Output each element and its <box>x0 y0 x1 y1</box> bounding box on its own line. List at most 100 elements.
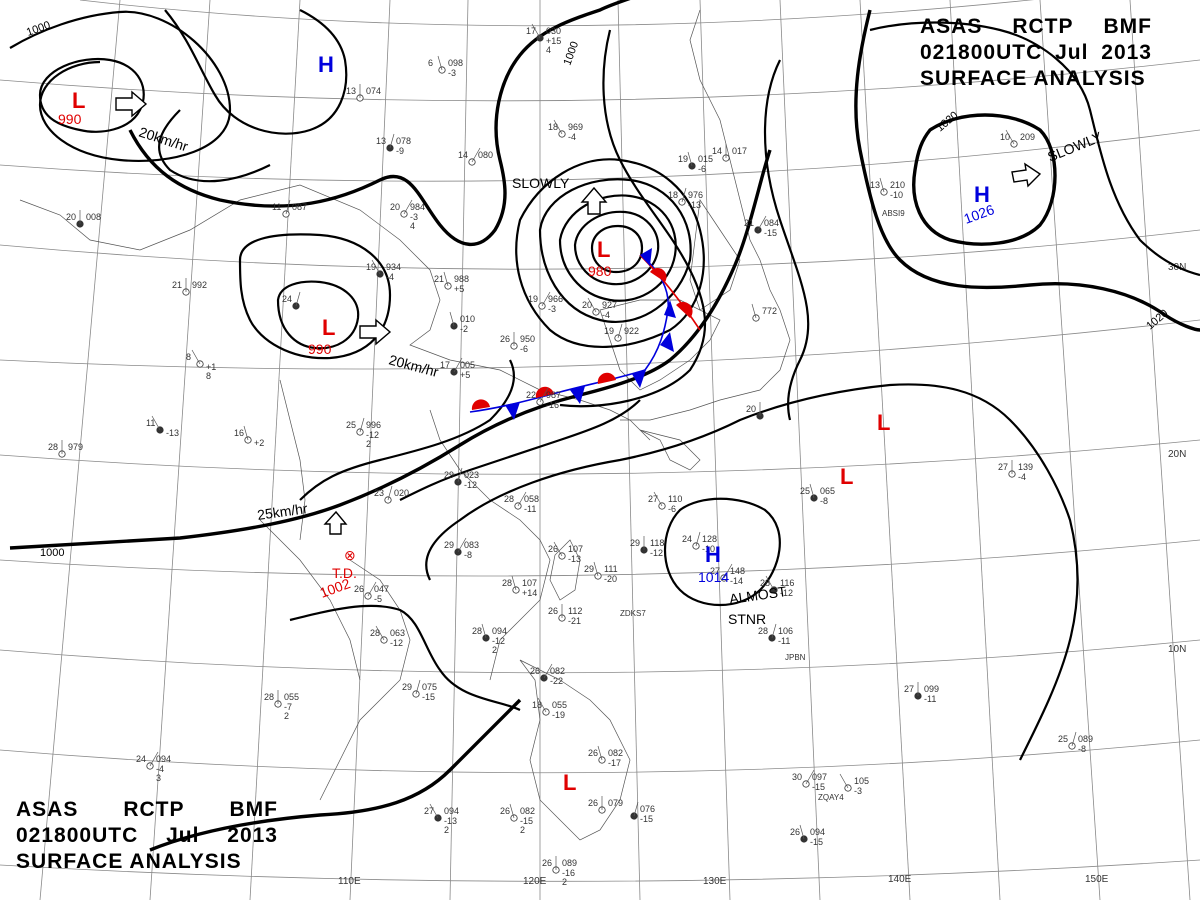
station-plot: 772 <box>751 303 777 322</box>
month-label: Jul <box>1055 41 1089 64</box>
agency-label: ASAS <box>16 798 79 821</box>
station-value: 3 <box>156 773 161 783</box>
station-value: -3 <box>410 212 418 222</box>
station-plot: 20 984-34 <box>390 199 425 231</box>
high-pressure-south: 1014 <box>698 569 729 585</box>
station-value: 209 <box>1020 132 1035 142</box>
station-value: 079 <box>608 798 623 808</box>
station-value: 055 <box>284 692 299 702</box>
station-value: 094 <box>492 626 507 636</box>
station-value: 772 <box>762 306 777 316</box>
wind-barb <box>151 415 161 431</box>
station-value: 2 <box>562 877 567 887</box>
wind-barb <box>449 311 455 327</box>
station-value: 078 <box>396 136 411 146</box>
station-value: -19 <box>552 710 565 720</box>
station-value: 005 <box>460 360 475 370</box>
wind-barb <box>751 303 757 319</box>
wind-barb <box>587 297 597 313</box>
station-value: 105 <box>854 776 869 786</box>
low-pressure-central: 980 <box>588 263 612 279</box>
wind-barb <box>371 259 381 275</box>
station-value: 089 <box>562 858 577 868</box>
coastlines <box>19 9 791 841</box>
station-value: 14 <box>712 146 722 156</box>
station-value: 099 <box>924 684 939 694</box>
cold-front-mark <box>570 386 585 404</box>
wind-barb <box>367 581 377 597</box>
station-plot: 20 927-4 <box>582 297 617 320</box>
wind-barb <box>457 537 467 553</box>
station-value: 4 <box>410 221 415 231</box>
wind-barb <box>687 151 693 167</box>
station-plot: 13 078-9 <box>376 133 411 156</box>
wind-barb <box>453 357 463 373</box>
title-block-bottom-left: ASAS RCTP BMF 021800UTC Jul 2013 SURFACE… <box>16 797 278 875</box>
station-value: 25 <box>1058 734 1068 744</box>
station-value: 076 <box>640 804 655 814</box>
station-value: -11 <box>924 694 936 704</box>
wind-barb <box>1005 129 1015 145</box>
motion-labels: 20km/hr 20km/hr SLOWLY SLOWLY 25km/hr AL… <box>137 124 1105 627</box>
station-plot: 26 082-17 <box>588 745 623 768</box>
station-value: -14 <box>730 576 743 586</box>
station-value: -2 <box>460 324 468 334</box>
station-value: 17 <box>440 360 450 370</box>
station-value: 987 <box>546 390 561 400</box>
wind-barb <box>509 803 515 819</box>
wind-barb <box>437 55 443 71</box>
station-value: 118 <box>650 538 664 548</box>
wind-barb <box>481 623 487 639</box>
grid-labels: 110E 120E 130E 140E 150E 30N 20N 10N <box>338 262 1186 887</box>
isobars <box>9 0 1200 852</box>
wind-barb <box>805 769 815 785</box>
station-value: 19 <box>604 326 614 336</box>
station-value: 094 <box>444 806 459 816</box>
station-plot: 21 988+5 <box>434 271 469 294</box>
station-value: 21 <box>172 280 182 290</box>
station-plot: 27 148-14 <box>710 563 745 586</box>
station-plot: 28 094-122 <box>472 623 507 655</box>
station-value: 2 <box>284 711 289 721</box>
station-plot: 16 +2 <box>234 425 264 448</box>
station-value: 13 <box>376 136 386 146</box>
station-value: 21 <box>434 274 444 284</box>
station-value: 015 <box>698 154 713 164</box>
wind-barb <box>429 803 439 819</box>
station-value: -12 <box>366 430 379 440</box>
wind-barb <box>809 483 815 499</box>
station-value: 20 <box>66 212 76 222</box>
station-value: 28 <box>370 628 380 638</box>
station-value: 20 <box>390 202 400 212</box>
low-center-pacific-1: L <box>877 410 890 435</box>
wind-barb <box>511 575 517 591</box>
station-plot: 27 139-4 <box>998 460 1033 482</box>
station-value: 29 <box>584 564 594 574</box>
station-value: 18 <box>548 122 558 132</box>
station-value: +5 <box>454 284 464 294</box>
station-value: -8 <box>820 496 828 506</box>
wind-barb <box>537 697 547 713</box>
high-center-east: H <box>974 182 990 207</box>
isobar-label-1000-nw: 1000 <box>25 19 52 39</box>
office-label: RCTP <box>123 798 185 821</box>
station-value: 26 <box>500 806 510 816</box>
code-label: BMF <box>1103 15 1152 38</box>
month-label: Jul <box>166 824 200 847</box>
station-value: 017 <box>732 146 747 156</box>
motion-speed-china-low: 20km/hr <box>387 351 440 380</box>
wind-barb <box>695 531 701 547</box>
wind-barb <box>765 575 775 591</box>
station-plot: 26 089-162 <box>542 856 577 887</box>
station-value: 26 <box>588 798 598 808</box>
station-value: 28 <box>758 626 768 636</box>
wind-barb <box>543 663 553 679</box>
station-value: -8 <box>464 550 472 560</box>
low-center-china: L <box>322 315 335 340</box>
wind-barb <box>285 199 291 215</box>
station-value: -12 <box>650 548 663 558</box>
station-value: 110 <box>668 494 682 504</box>
station-value: 27 <box>710 566 720 576</box>
station-value: 19 <box>366 262 376 272</box>
